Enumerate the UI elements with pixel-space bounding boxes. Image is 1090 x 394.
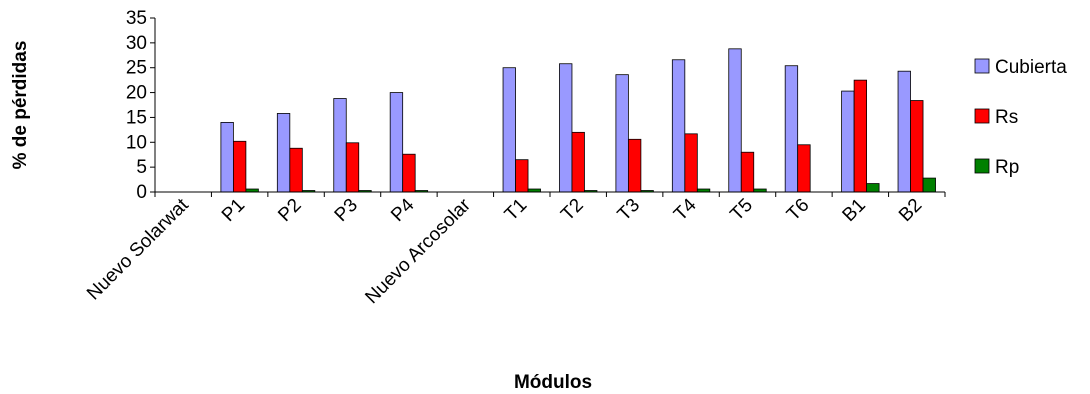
x-tick-label: T4 — [670, 194, 701, 225]
bar-cubierta-p3 — [333, 98, 347, 193]
bar-rs-t5 — [740, 151, 755, 193]
bar-cubierta-t4 — [671, 59, 686, 193]
legend-swatch-rs — [974, 108, 990, 124]
y-tick-label: 5 — [136, 157, 147, 178]
legend-label-rp: Rp — [995, 157, 1019, 178]
x-tick-label: P3 — [331, 195, 362, 226]
axes-layer — [154, 18, 945, 193]
bar-rs-b2 — [910, 100, 924, 193]
bar-rs-t2 — [571, 131, 585, 193]
bar-rs-t6 — [797, 144, 811, 193]
x-tick-label: T5 — [726, 195, 757, 226]
bar-rs-p2 — [289, 147, 303, 193]
legend-label-rs: Rs — [995, 107, 1018, 128]
bar-rs-t1 — [515, 159, 529, 193]
bar-cubierta-b1 — [841, 90, 855, 193]
x-tick-label: P1 — [218, 195, 249, 226]
x-tick-label: T3 — [614, 195, 645, 226]
bar-rs-p3 — [345, 142, 360, 193]
y-tick-label: 10 — [126, 132, 147, 153]
bar-cubierta-t3 — [615, 74, 629, 193]
y-tick-label: 0 — [136, 182, 147, 203]
y-tick-label: 30 — [126, 33, 147, 54]
x-tick-label: P4 — [387, 194, 419, 226]
x-tick-label: T2 — [557, 195, 588, 226]
bar-rp-b2 — [922, 177, 936, 193]
bar-cubierta-t1 — [502, 67, 516, 193]
legend: Cubierta Rs Rp — [974, 57, 1067, 178]
bar-cubierta-p2 — [276, 113, 291, 193]
bar-rs-p1 — [232, 140, 247, 193]
x-tick-label: T6 — [783, 195, 814, 226]
bar-rs-p4 — [402, 153, 416, 193]
bars-layer — [220, 48, 936, 193]
bar-cubierta-t2 — [559, 63, 573, 193]
x-tick-label: P2 — [274, 195, 305, 226]
legend-label-cubierta: Cubierta — [995, 57, 1067, 78]
bar-rs-t4 — [684, 133, 698, 193]
y-axis-title: % de pérdidas — [10, 41, 31, 170]
bar-cubierta-b2 — [897, 70, 911, 193]
y-tick-label: 25 — [126, 58, 147, 79]
bar-cubierta-p1 — [220, 122, 234, 193]
x-tick-label: Nuevo Arcosolar — [361, 194, 475, 308]
y-ticks: 0 5 10 15 20 25 30 35 — [126, 8, 155, 203]
y-tick-label: 35 — [126, 8, 147, 29]
legend-swatch-cubierta — [974, 58, 990, 74]
x-tick-label: B2 — [895, 195, 926, 226]
y-tick-label: 15 — [126, 107, 147, 128]
x-tick-label: T1 — [501, 195, 532, 226]
x-tick-label: Nuevo Solarwat — [83, 194, 193, 304]
bar-cubierta-t6 — [784, 65, 799, 193]
bar-rs-t3 — [627, 138, 642, 193]
x-axis-title: Módulos — [514, 372, 592, 393]
bar-rs-b1 — [853, 79, 868, 193]
bar-rp-b1 — [866, 183, 880, 193]
bar-cubierta-t5 — [728, 48, 742, 193]
legend-swatch-rp — [974, 158, 990, 174]
x-tick-label: B1 — [839, 195, 870, 226]
bar-cubierta-p4 — [389, 92, 404, 193]
y-tick-label: 20 — [126, 83, 147, 104]
